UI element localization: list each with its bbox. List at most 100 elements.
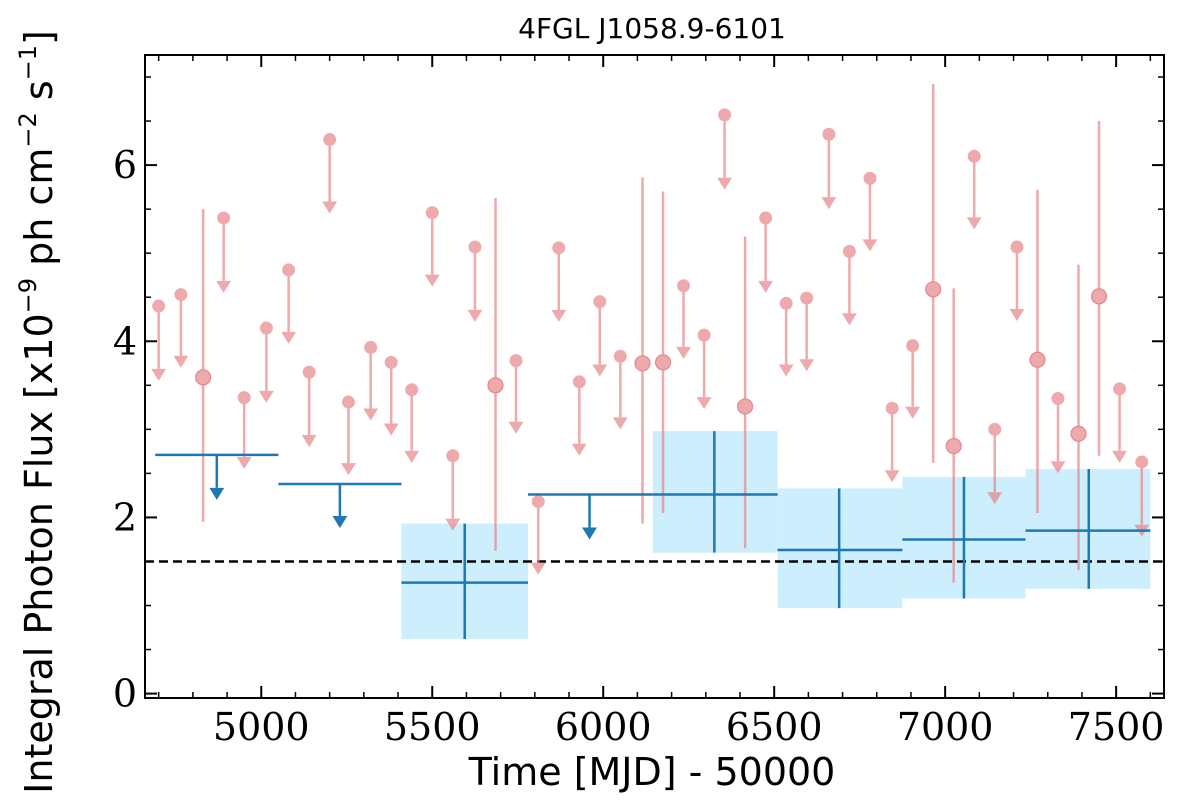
fine-upper-limit: [778, 296, 794, 377]
upper-limit-arrowhead: [341, 463, 356, 476]
x-tick-label: 6500: [726, 705, 823, 749]
coarse-upper-limit: [278, 482, 402, 529]
fine-upper-limit: [236, 391, 252, 469]
x-tick-label: 5000: [213, 705, 310, 749]
fine-detection: [945, 288, 962, 583]
fine-upper-limit-marker: [552, 241, 566, 255]
fine-upper-limit: [445, 449, 461, 531]
fine-bin-series: [151, 84, 1150, 583]
upper-limit-arrowhead: [758, 280, 774, 293]
coarse-detection: [1025, 468, 1151, 589]
fine-detection-marker: [737, 398, 754, 415]
coarse-upper-limit: [527, 493, 653, 540]
fine-upper-limit: [905, 339, 921, 419]
fine-upper-limit: [612, 349, 628, 430]
coarse-upper-limit-arrow: [332, 483, 348, 529]
fine-upper-limit-marker: [259, 321, 273, 335]
fine-upper-limit-marker: [384, 355, 398, 369]
fine-detection-marker: [487, 377, 504, 394]
fine-upper-limit: [1112, 382, 1127, 463]
fine-upper-limit-marker: [842, 244, 856, 258]
fine-upper-limit-marker: [779, 296, 793, 310]
fine-upper-limit: [281, 263, 297, 344]
coarse-detection: [401, 523, 528, 639]
axes: 5000 5500 6000 6500 7000 7500 0 2 4 6: [113, 54, 1165, 749]
fine-upper-limit: [508, 354, 524, 434]
fine-upper-limit-marker: [174, 288, 188, 302]
coarse-detection: [777, 488, 903, 609]
fine-detection: [634, 177, 651, 524]
coarse-upper-limit-arrow: [582, 494, 597, 540]
fine-upper-limit: [841, 244, 857, 326]
upper-limit-arrowhead: [582, 527, 597, 540]
fine-upper-limit-marker: [341, 395, 355, 409]
fine-upper-limit: [696, 328, 712, 410]
fine-upper-limit-marker: [967, 149, 981, 163]
upper-limit-arrowhead: [173, 355, 189, 368]
upper-limit-arrowhead: [236, 456, 252, 469]
fine-upper-limit: [530, 495, 546, 575]
fine-upper-limit: [363, 340, 379, 421]
fine-upper-limit-marker: [405, 383, 419, 397]
fine-upper-limit: [571, 375, 587, 456]
fine-upper-limit-marker: [217, 211, 231, 225]
upper-limit-arrowhead: [717, 177, 733, 190]
upper-limit-arrowhead: [332, 516, 348, 529]
upper-limit-arrowhead: [209, 487, 225, 500]
upper-limit-arrowhead: [799, 359, 815, 372]
fine-upper-limit-marker: [1135, 455, 1149, 469]
upper-limit-arrowhead: [151, 368, 167, 381]
fine-upper-limit-marker: [1113, 382, 1127, 396]
fine-upper-limit: [966, 149, 982, 230]
fine-detection: [1029, 189, 1046, 514]
fine-detection: [1070, 264, 1087, 571]
fine-upper-limit: [758, 211, 774, 293]
fine-upper-limit-marker: [531, 495, 545, 509]
upper-limit-arrowhead: [551, 309, 567, 322]
fine-upper-limit-marker: [863, 171, 877, 185]
coarse-detection: [902, 476, 1026, 599]
fine-detection-marker: [634, 355, 651, 372]
fine-upper-limit-marker: [697, 328, 711, 342]
fine-detection: [737, 236, 754, 549]
upper-limit-arrowhead: [322, 201, 338, 214]
fine-upper-limit-marker: [509, 354, 523, 368]
fine-upper-limit: [341, 395, 356, 476]
plot-frame: [144, 54, 1165, 699]
fine-upper-limit-marker: [1010, 240, 1024, 254]
upper-limit-arrowhead: [862, 239, 878, 252]
upper-limit-arrowhead: [530, 562, 546, 575]
upper-limit-arrowhead: [1112, 450, 1127, 463]
fine-upper-limit-marker: [988, 422, 1002, 436]
fine-detection-marker: [1090, 288, 1108, 305]
upper-limit-arrowhead: [696, 397, 712, 410]
fine-upper-limit-marker: [302, 365, 316, 379]
coarse-detection: [652, 431, 778, 553]
upper-limit-arrowhead: [216, 280, 232, 293]
x-tick-label: 5500: [384, 705, 481, 749]
fine-upper-limit: [592, 295, 608, 377]
fine-upper-limit-marker: [446, 449, 460, 463]
fine-detection-marker: [1029, 351, 1046, 368]
y-tick-label: 2: [113, 495, 137, 539]
fine-upper-limit: [467, 240, 483, 322]
fine-upper-limit: [676, 279, 692, 359]
fine-upper-limit: [799, 291, 815, 372]
fine-upper-limit: [151, 299, 167, 381]
upper-limit-arrowhead: [966, 217, 982, 230]
upper-limit-arrowhead: [1050, 461, 1066, 474]
upper-limit-arrowhead: [592, 364, 608, 377]
fine-upper-limit-marker: [282, 263, 296, 277]
fine-upper-limit-marker: [800, 291, 814, 305]
fine-upper-limit: [551, 241, 567, 322]
fine-upper-limit-marker: [152, 299, 166, 313]
fine-upper-limit-marker: [572, 375, 586, 389]
fine-upper-limit: [1050, 392, 1066, 474]
fine-detection: [1090, 121, 1108, 456]
chart-title: 4FGL J1058.9-6101: [518, 12, 786, 45]
upper-limit-arrowhead: [841, 313, 857, 326]
upper-limit-arrowhead: [905, 406, 921, 419]
y-axis-label: Integral Photon Flux [x10−9 ph cm−2 s−1]: [14, 30, 61, 794]
